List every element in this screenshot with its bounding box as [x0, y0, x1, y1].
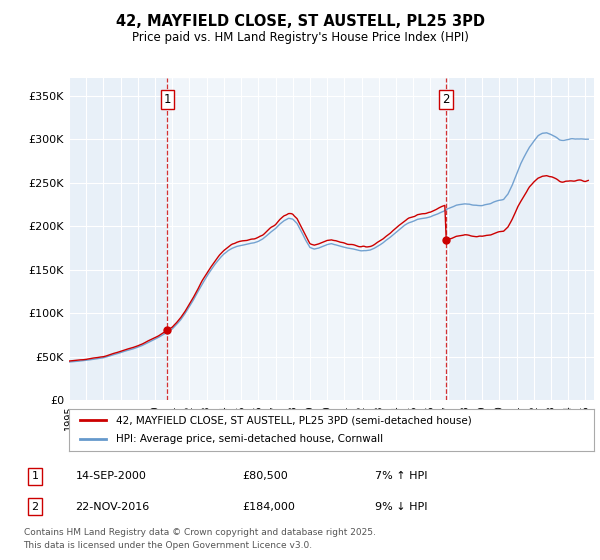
Bar: [167, 78, 446, 400]
Text: HPI: Average price, semi-detached house, Cornwall: HPI: Average price, semi-detached house,…: [116, 435, 383, 445]
Text: 1: 1: [164, 93, 171, 106]
Text: Price paid vs. HM Land Registry's House Price Index (HPI): Price paid vs. HM Land Registry's House …: [131, 31, 469, 44]
Text: Contains HM Land Registry data © Crown copyright and database right 2025.
This d: Contains HM Land Registry data © Crown c…: [23, 529, 376, 550]
Text: 42, MAYFIELD CLOSE, ST AUSTELL, PL25 3PD: 42, MAYFIELD CLOSE, ST AUSTELL, PL25 3PD: [115, 14, 485, 29]
Text: 2: 2: [442, 93, 450, 106]
Text: 14-SEP-2000: 14-SEP-2000: [76, 472, 146, 482]
Text: 22-NOV-2016: 22-NOV-2016: [76, 502, 149, 512]
Text: 42, MAYFIELD CLOSE, ST AUSTELL, PL25 3PD (semi-detached house): 42, MAYFIELD CLOSE, ST AUSTELL, PL25 3PD…: [116, 415, 472, 425]
Text: 9% ↓ HPI: 9% ↓ HPI: [375, 502, 427, 512]
Text: 2: 2: [31, 502, 38, 512]
Text: £80,500: £80,500: [242, 472, 288, 482]
Text: £184,000: £184,000: [242, 502, 295, 512]
Text: 7% ↑ HPI: 7% ↑ HPI: [375, 472, 427, 482]
Text: 1: 1: [32, 472, 38, 482]
